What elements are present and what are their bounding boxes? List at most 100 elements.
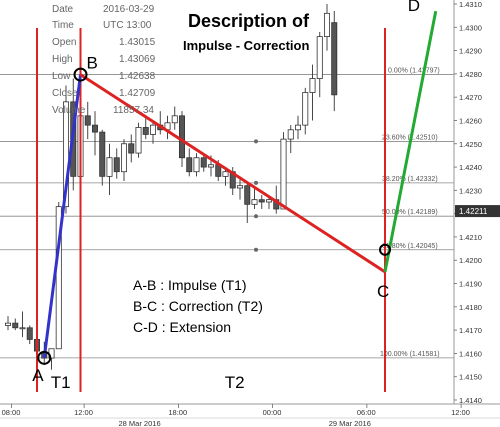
y-tick-label: 1.4180: [459, 303, 482, 312]
candle-body: [63, 101, 70, 208]
y-tick-label: 1.4280: [459, 70, 482, 79]
candle-body: [186, 157, 193, 173]
candle-body: [294, 124, 301, 131]
wave-point-label: A: [32, 366, 44, 385]
candle-body: [309, 78, 316, 93]
candle-body: [5, 322, 11, 326]
fib-dot: [254, 247, 258, 252]
wave-segment-AB: [42, 74, 82, 359]
candle-body: [302, 92, 309, 126]
period-lines-layer: [36, 28, 386, 392]
candle-body: [12, 322, 19, 329]
wave-point-label: D: [408, 0, 420, 15]
candle-body: [113, 157, 120, 173]
wave-segment-BC: [79, 73, 386, 274]
x-tick-label: 12:00: [451, 408, 470, 417]
candle-body: [193, 157, 200, 173]
info-panel: Date 2016-03-29 Time UTC 13:00 Open 1.43…: [52, 4, 156, 116]
candle-body: [251, 199, 258, 205]
x-tick-label: 06:00: [357, 408, 376, 417]
fib-level-label: 100.00% (1.41581): [380, 351, 440, 358]
legend-line: A-B : Impulse (T1): [133, 277, 247, 293]
info-value: 1.43015: [119, 37, 156, 48]
candle-body: [171, 115, 178, 124]
period-label: T1: [51, 373, 71, 392]
legend: A-B : Impulse (T1) B-C : Correction (T2)…: [133, 277, 263, 335]
info-value: 1.42638: [119, 71, 156, 82]
y-tick-label: 1.4260: [459, 116, 482, 125]
y-tick-label: 1.4250: [459, 140, 482, 149]
fib-level-label: 50.00% (1.42189): [382, 209, 438, 216]
info-label: Volume: [52, 105, 86, 116]
x-tick-label: 12:00: [74, 408, 93, 417]
y-tick-label: 1.4200: [459, 256, 482, 265]
info-value: UTC 13:00: [103, 20, 152, 31]
candle-body: [244, 185, 251, 205]
candle-body: [207, 164, 214, 168]
candle-body: [99, 131, 106, 177]
info-label: High: [52, 54, 73, 65]
fib-dot: [254, 214, 258, 219]
candle-body: [55, 206, 62, 350]
y-tick-label: 1.4210: [459, 233, 482, 242]
candle-body: [84, 115, 91, 126]
fib-level-label: 61.80% (1.42045): [382, 243, 438, 250]
x-date-label: 28 Mar 2016: [119, 419, 161, 427]
x-tick-label: 08:00: [2, 408, 21, 417]
fib-level-label: 0.00% (1.42797): [388, 68, 440, 75]
chart-title: Description of: [188, 11, 310, 31]
y-tick-label: 1.4170: [459, 326, 482, 335]
candle-body: [323, 12, 330, 38]
y-tick-label: 1.4270: [459, 93, 482, 102]
period-label: T2: [225, 373, 245, 392]
legend-line: C-D : Extension: [133, 319, 231, 335]
candle-body: [265, 199, 272, 203]
y-tick-label: 1.4310: [459, 0, 482, 9]
candle-body: [287, 129, 294, 140]
y-tick-label: 1.4300: [459, 23, 482, 32]
info-value: 1.42709: [119, 88, 156, 99]
candle-body: [135, 127, 142, 154]
fib-dot: [254, 180, 258, 185]
info-value: 1.43069: [119, 54, 156, 65]
info-label: Close: [52, 88, 78, 99]
candle-body: [178, 115, 185, 159]
point-marker: [37, 350, 52, 365]
candle-body: [331, 22, 338, 96]
wave-point-label: C: [377, 282, 389, 301]
candle-body: [258, 199, 265, 203]
info-label: Date: [52, 4, 74, 15]
candle-body: [142, 127, 149, 135]
candle-body: [26, 327, 33, 340]
candle-body: [106, 157, 113, 177]
current-price-tag: [455, 205, 500, 218]
x-date-label: 29 Mar 2016: [329, 419, 371, 427]
y-tick-label: 1.4140: [459, 396, 482, 405]
info-value: 11857.34: [113, 105, 154, 116]
candle-body: [236, 185, 243, 189]
wave-segment-CD: [383, 10, 438, 273]
candle-body: [316, 36, 323, 79]
candle-body: [222, 171, 229, 177]
candles-layer: [5, 4, 338, 370]
current-price-label: 1.42211: [459, 207, 488, 216]
info-value: 2016-03-29: [103, 4, 155, 15]
wave-segments-layer: [37, 10, 438, 365]
wave-point-label: B: [87, 54, 98, 73]
y-tick-label: 1.4230: [459, 186, 482, 195]
x-tick-label: 00:00: [263, 408, 282, 417]
legend-line: B-C : Correction (T2): [133, 298, 263, 314]
candle-body: [149, 124, 156, 135]
fib-level-label: 38.20% (1.42332): [382, 176, 438, 183]
info-label: Low: [52, 71, 71, 82]
candle-body: [128, 143, 135, 154]
point-marker: [73, 67, 88, 82]
info-label: Time: [52, 20, 74, 31]
y-tick-label: 1.4240: [459, 163, 482, 172]
y-tick-label: 1.4190: [459, 280, 482, 289]
y-tick-label: 1.4160: [459, 349, 482, 358]
